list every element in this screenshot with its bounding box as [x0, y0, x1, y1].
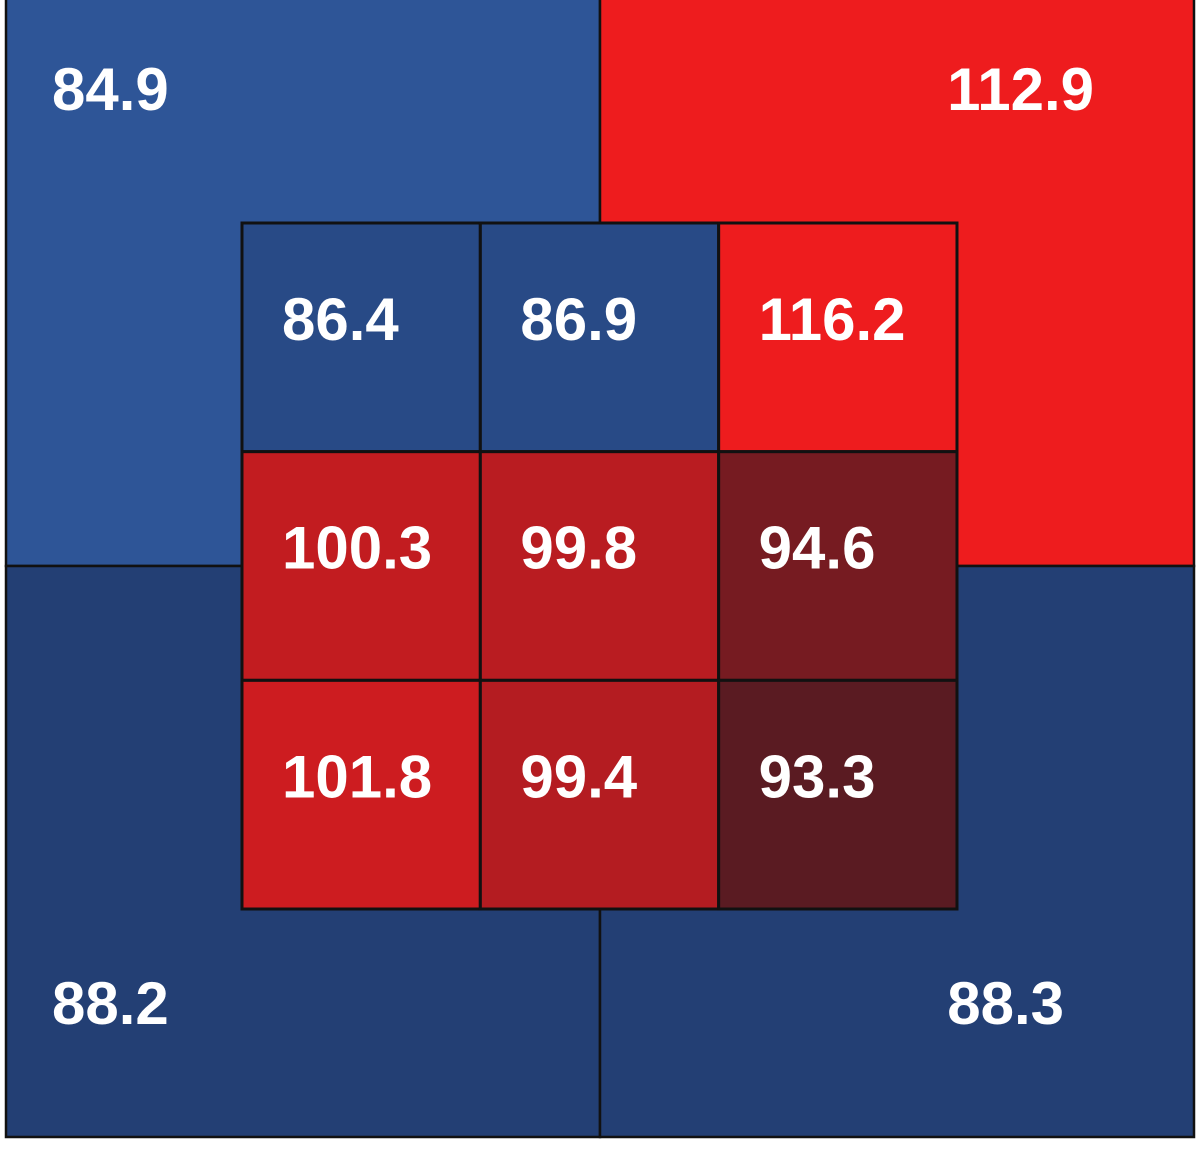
- zone-cell-r2-c1: [240, 450, 482, 682]
- zone-cell-r1-c3: [717, 221, 959, 454]
- zone-cell-label-r1-c3: 116.2: [759, 286, 906, 353]
- zone-cell-label-r2-c2: 99.8: [520, 515, 637, 582]
- zone-cell-label-r3-c2: 99.4: [520, 743, 637, 810]
- zone-cell-r3-c3: [717, 678, 959, 911]
- zone-cell-r2-c3: [717, 450, 959, 682]
- zone-cell-r3-c1: [240, 678, 482, 911]
- outer-zone-label-bottom-right: 88.3: [947, 970, 1064, 1037]
- zone-cell-label-r2-c1: 100.3: [282, 515, 432, 582]
- outer-zone-label-bottom-left: 88.2: [52, 970, 169, 1037]
- zone-cell-label-r2-c3: 94.6: [759, 515, 876, 582]
- outer-zone-label-top-left: 84.9: [52, 56, 169, 123]
- zone-cell-label-r1-c1: 86.4: [282, 286, 399, 353]
- zone-cell-label-r1-c2: 86.9: [520, 286, 637, 353]
- zone-cell-label-r3-c1: 101.8: [282, 743, 432, 810]
- zone-cell-r2-c2: [478, 450, 721, 682]
- outer-zone-label-top-right: 112.9: [947, 56, 1094, 123]
- zone-cell-label-r3-c3: 93.3: [759, 743, 876, 810]
